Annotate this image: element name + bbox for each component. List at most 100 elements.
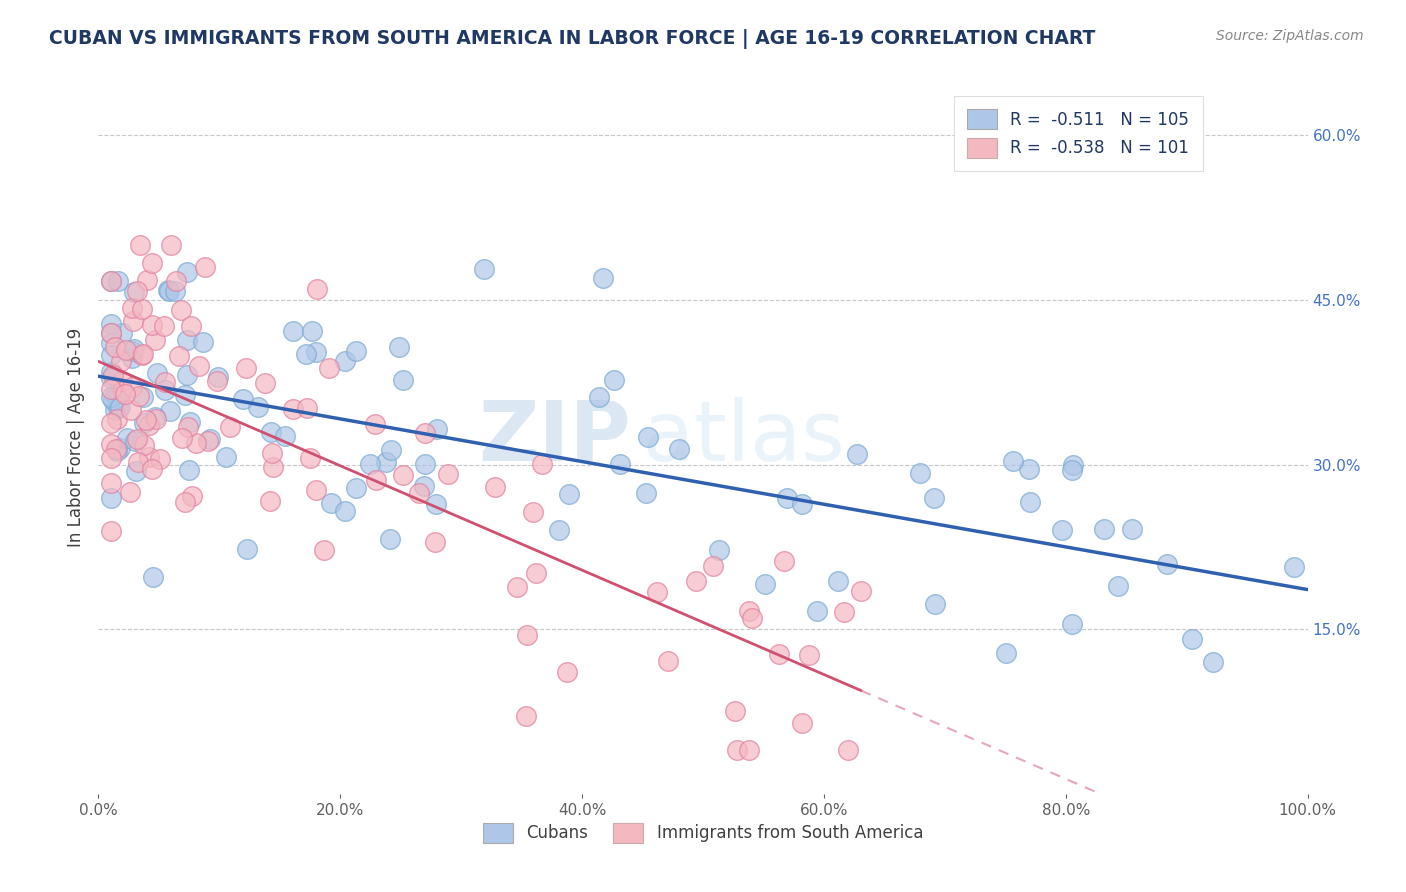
Point	[136, 273, 159, 287]
Point	[125, 464, 148, 478]
Point	[426, 422, 449, 436]
Point	[132, 417, 155, 431]
Point	[104, 388, 127, 402]
Point	[108, 441, 131, 455]
Point	[359, 457, 381, 471]
Point	[524, 566, 547, 581]
Point	[344, 481, 367, 495]
Point	[792, 497, 814, 511]
Point	[100, 491, 122, 506]
Point	[413, 479, 436, 493]
Point	[194, 260, 217, 274]
Point	[180, 318, 202, 333]
Point	[114, 343, 136, 357]
Point	[100, 274, 122, 288]
Point	[236, 542, 259, 557]
Point	[364, 417, 387, 431]
Point	[738, 603, 761, 617]
Point	[174, 387, 197, 401]
Point	[391, 373, 413, 387]
Point	[118, 485, 141, 500]
Point	[484, 480, 506, 494]
Point	[117, 431, 139, 445]
Point	[141, 318, 163, 333]
Point	[235, 360, 257, 375]
Point	[609, 457, 631, 471]
Point	[307, 282, 329, 296]
Point	[110, 353, 132, 368]
Point	[121, 379, 143, 393]
Point	[100, 416, 122, 430]
Point	[100, 371, 122, 385]
Point	[709, 543, 731, 558]
Point	[547, 523, 569, 537]
Point	[741, 611, 763, 625]
Point	[129, 238, 152, 252]
Point	[1062, 617, 1084, 632]
Point	[138, 418, 160, 433]
Point	[111, 374, 134, 388]
Text: atlas: atlas	[643, 397, 844, 477]
Point	[167, 350, 190, 364]
Point	[121, 351, 143, 366]
Point	[112, 384, 135, 398]
Point	[153, 383, 176, 397]
Point	[790, 716, 813, 731]
Point	[101, 368, 124, 383]
Point	[107, 274, 129, 288]
Point	[165, 274, 187, 288]
Point	[423, 535, 446, 549]
Point	[262, 460, 284, 475]
Point	[122, 343, 145, 357]
Point	[100, 391, 122, 405]
Point	[100, 336, 122, 351]
Point	[924, 598, 946, 612]
Point	[776, 491, 799, 505]
Point	[1063, 458, 1085, 473]
Point	[388, 340, 411, 354]
Point	[179, 416, 201, 430]
Point	[832, 605, 855, 619]
Point	[197, 434, 219, 448]
Point	[845, 447, 868, 461]
Point	[101, 393, 124, 408]
Point	[176, 334, 198, 348]
Point	[105, 444, 128, 458]
Point	[145, 412, 167, 426]
Point	[100, 326, 122, 340]
Point	[107, 392, 129, 406]
Text: ZIP: ZIP	[478, 397, 630, 477]
Point	[254, 376, 277, 390]
Point	[146, 366, 169, 380]
Text: CUBAN VS IMMIGRANTS FROM SOUTH AMERICA IN LABOR FORCE | AGE 16-19 CORRELATION CH: CUBAN VS IMMIGRANTS FROM SOUTH AMERICA I…	[49, 29, 1095, 48]
Point	[104, 403, 127, 417]
Point	[188, 359, 211, 374]
Point	[110, 326, 132, 340]
Point	[636, 485, 658, 500]
Point	[131, 348, 153, 362]
Point	[128, 389, 150, 403]
Point	[299, 450, 322, 465]
Point	[314, 542, 336, 557]
Point	[333, 354, 356, 368]
Point	[121, 403, 143, 417]
Point	[177, 463, 200, 477]
Point	[378, 532, 401, 546]
Legend: Cubans, Immigrants from South America: Cubans, Immigrants from South America	[477, 816, 929, 850]
Point	[1121, 523, 1143, 537]
Point	[413, 425, 436, 440]
Point	[724, 704, 747, 718]
Point	[205, 375, 228, 389]
Point	[1107, 579, 1129, 593]
Point	[142, 569, 165, 583]
Point	[922, 491, 945, 505]
Point	[100, 450, 122, 465]
Point	[319, 496, 342, 510]
Point	[176, 368, 198, 383]
Point	[143, 410, 166, 425]
Point	[1282, 560, 1305, 574]
Point	[392, 467, 415, 482]
Point	[837, 743, 859, 757]
Point	[910, 466, 932, 480]
Point	[364, 474, 387, 488]
